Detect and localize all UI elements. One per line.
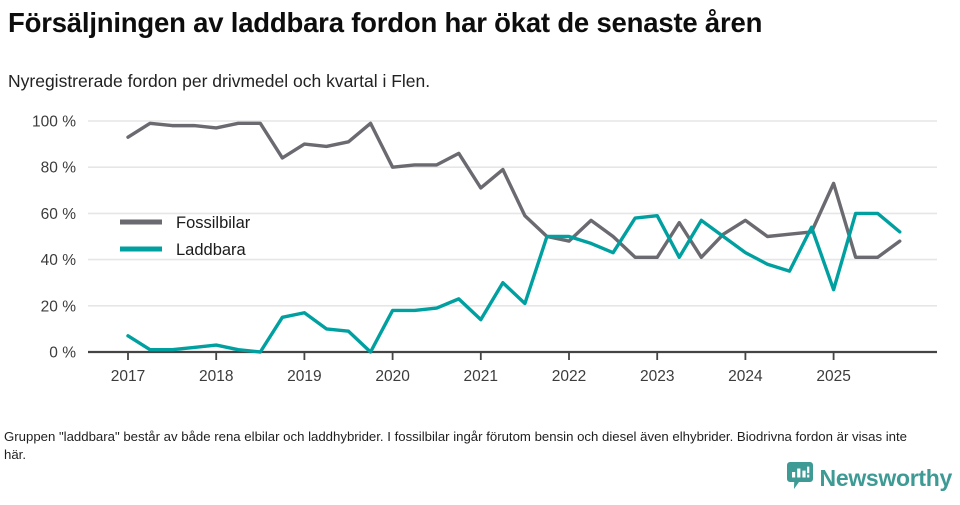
x-axis-tick-labels: 2017 2018 2019 2020 2021 2022 2023 2024 2025 bbox=[111, 368, 851, 385]
x-axis bbox=[127, 352, 835, 360]
brand-name: Newsworthy bbox=[819, 465, 953, 491]
x-axis-tick-label: 2023 bbox=[640, 368, 674, 385]
chart-container: 0 % 20 % 40 % 60 % 80 % 100 % 2017 2018 2019 202… bbox=[0, 105, 960, 395]
y-axis-tick-label: 0 % bbox=[49, 345, 76, 362]
x-axis-tick-label: 2022 bbox=[552, 368, 586, 385]
page-title: Försäljningen av laddbara fordon har öka… bbox=[8, 7, 763, 38]
y-axis-tick-label: 40 % bbox=[41, 252, 77, 269]
chart-legend: Fossilbilar Laddbara bbox=[120, 214, 251, 259]
bar-chart-speech-bubble-icon bbox=[786, 462, 813, 495]
y-axis-tick-label: 80 % bbox=[41, 160, 77, 177]
newsworthy-brand[interactable]: Newsworthy bbox=[786, 462, 953, 495]
y-axis-tick-label: 100 % bbox=[32, 114, 76, 131]
x-axis-tick-label: 2024 bbox=[728, 368, 763, 385]
x-axis-tick-label: 2019 bbox=[287, 368, 321, 385]
legend-label: Laddbara bbox=[176, 241, 247, 259]
line-chart: 0 % 20 % 40 % 60 % 80 % 100 % 2017 2018 2019 202… bbox=[32, 114, 937, 385]
data-series-group bbox=[126, 121, 902, 354]
series-line-fossilbilar bbox=[126, 121, 902, 259]
gridlines bbox=[88, 120, 937, 354]
legend-label: Fossilbilar bbox=[176, 214, 251, 232]
page-subtitle: Nyregistrerade fordon per drivmedel och … bbox=[8, 71, 431, 91]
x-axis-tick-label: 2020 bbox=[375, 368, 410, 385]
y-axis-tick-labels: 0 % 20 % 40 % 60 % 80 % 100 % bbox=[32, 114, 76, 362]
y-axis-tick-label: 60 % bbox=[41, 206, 77, 223]
x-axis-tick-label: 2025 bbox=[816, 368, 850, 385]
chart-footnote: Gruppen "laddbara" består av både rena e… bbox=[4, 429, 907, 462]
x-axis-tick-label: 2017 bbox=[111, 368, 145, 385]
series-line-laddbara bbox=[126, 211, 902, 354]
y-axis-tick-label: 20 % bbox=[41, 298, 77, 315]
x-axis-tick-label: 2021 bbox=[464, 368, 498, 385]
x-axis-tick-label: 2018 bbox=[199, 368, 233, 385]
